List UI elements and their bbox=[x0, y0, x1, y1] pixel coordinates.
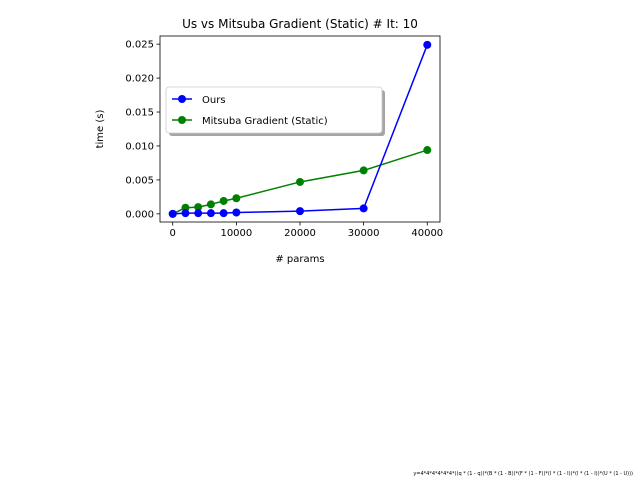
x-tick-label: 10000 bbox=[220, 228, 252, 239]
plot-area: 0 10000 20000 30000 40000 0.000 0.005 0.010 0.01… bbox=[125, 35, 443, 239]
y-tick-label: 0.015 bbox=[125, 108, 154, 119]
data-point bbox=[296, 207, 304, 216]
legend-label: Ours bbox=[202, 95, 226, 106]
y-tick-label: 0.010 bbox=[125, 141, 154, 152]
x-tick-label: 20000 bbox=[284, 228, 316, 239]
y-axis-label: time (s) bbox=[95, 110, 106, 149]
data-point bbox=[194, 209, 203, 218]
x-tick-label: 0 bbox=[170, 228, 176, 239]
y-tick-label: 0.005 bbox=[125, 175, 154, 186]
y-tick-label: 0.000 bbox=[125, 209, 154, 220]
legend-box bbox=[165, 86, 383, 134]
data-point bbox=[423, 40, 432, 49]
y-tick-label: 0.025 bbox=[125, 40, 154, 51]
data-point bbox=[194, 203, 203, 212]
data-point bbox=[359, 204, 368, 213]
x-axis-label: # params bbox=[275, 254, 324, 265]
formula-footnote: y=4*4*4*4*4*4*((q * (1 - q))*(B * (1 - B… bbox=[413, 471, 633, 477]
data-point bbox=[232, 194, 241, 203]
data-point bbox=[359, 166, 368, 175]
legend-label: Mitsuba Gradient (Static) bbox=[202, 116, 328, 127]
data-point bbox=[219, 209, 228, 218]
data-point bbox=[206, 200, 215, 209]
data-point bbox=[423, 146, 432, 155]
data-point bbox=[168, 209, 177, 218]
y-tick-label: 0.020 bbox=[125, 74, 154, 85]
data-point bbox=[296, 177, 304, 186]
data-point bbox=[206, 209, 215, 218]
data-point bbox=[181, 209, 190, 218]
legend-marker bbox=[178, 116, 186, 124]
x-tick-label: 40000 bbox=[411, 228, 443, 239]
data-point bbox=[219, 196, 228, 205]
legend: Ours Mitsuba Gradient (Static) bbox=[165, 86, 385, 136]
x-tick-label: 30000 bbox=[348, 228, 380, 239]
chart-title: Us vs Mitsuba Gradient (Static) # It: 10 bbox=[182, 17, 418, 31]
legend-marker bbox=[178, 95, 186, 103]
data-point bbox=[232, 208, 241, 217]
